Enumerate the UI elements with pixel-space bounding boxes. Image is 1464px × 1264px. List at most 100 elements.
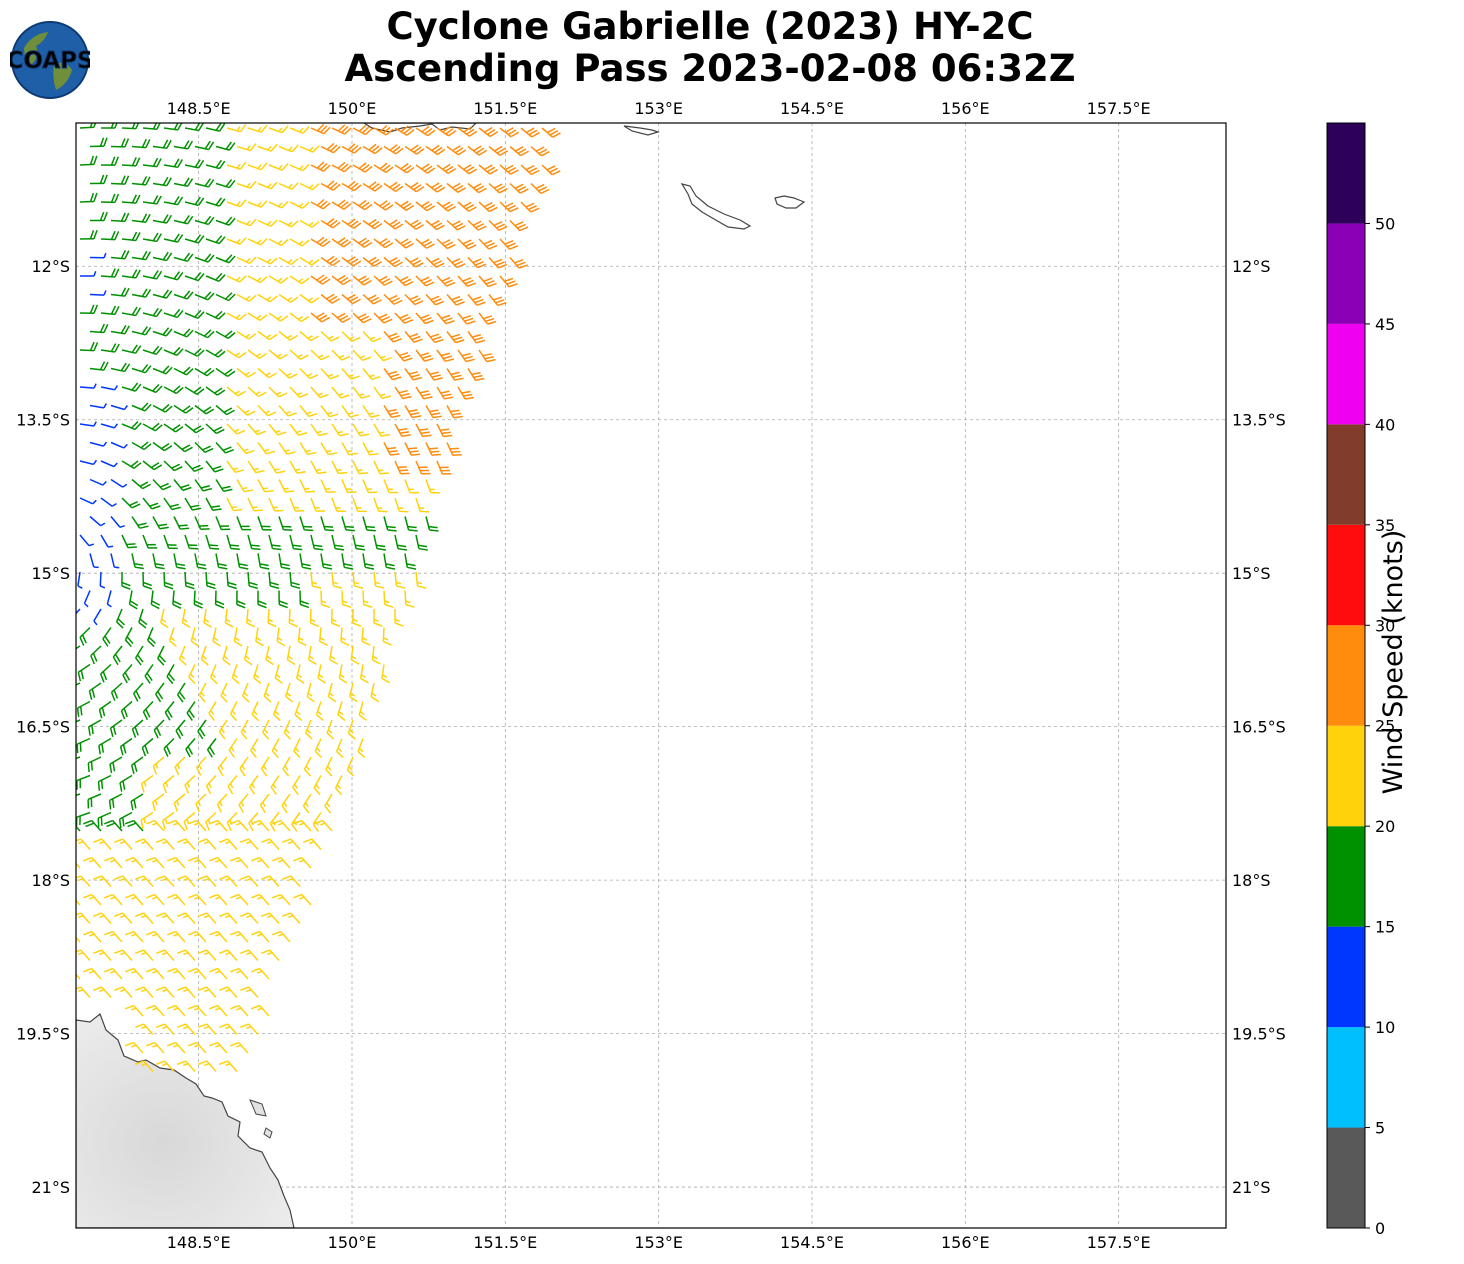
wind-barb <box>251 701 259 722</box>
wind-barb <box>200 645 209 666</box>
wind-barb <box>394 423 411 437</box>
wind-barb <box>205 349 226 358</box>
wind-barb <box>100 123 118 129</box>
wind-barb <box>205 235 226 245</box>
wind-barb <box>415 125 436 137</box>
wind-barb <box>140 811 154 829</box>
wind-barb <box>226 199 247 208</box>
wind-barb <box>446 294 465 306</box>
wind-barb <box>167 819 186 832</box>
wind-barb <box>236 180 257 189</box>
wind-barb <box>257 293 278 303</box>
wind-barb <box>163 158 183 168</box>
wind-barb <box>236 218 257 227</box>
wind-barb <box>394 312 414 324</box>
wind-barb <box>173 441 193 453</box>
wind-barb <box>131 213 151 223</box>
wind-barb <box>163 497 181 511</box>
wind-barb <box>226 386 247 397</box>
wind-barb <box>184 234 205 244</box>
wind-barb <box>230 856 249 869</box>
wind-barb <box>173 290 194 300</box>
wind-barb <box>362 405 380 418</box>
wind-barb <box>208 701 217 722</box>
wind-barb <box>446 219 466 231</box>
wind-barb <box>218 719 228 740</box>
wind-barb <box>383 368 402 381</box>
wind-barb <box>146 930 165 943</box>
wind-barb <box>404 405 422 419</box>
wind-barb <box>90 645 102 665</box>
wind-barb <box>125 1004 144 1017</box>
wind-barb <box>278 442 296 455</box>
wind-barb <box>79 421 97 427</box>
wind-barb <box>125 967 144 980</box>
wind-barb <box>331 237 352 248</box>
wind-barb <box>205 497 222 512</box>
wind-barb <box>320 442 338 456</box>
wind-barb <box>320 553 333 570</box>
wind-barb <box>236 553 249 570</box>
wind-barb <box>196 756 207 776</box>
lat-tick-label: 15°S <box>1232 564 1271 583</box>
wind-barb <box>177 912 196 924</box>
wind-barb <box>341 368 360 380</box>
wind-barb <box>114 912 133 924</box>
wind-barb <box>383 219 404 230</box>
wind-barb <box>230 930 249 943</box>
lon-tick-label: 150°E <box>328 1233 377 1252</box>
wind-barb <box>236 590 246 609</box>
wind-barb <box>352 199 373 211</box>
wind-barb <box>226 312 247 321</box>
wind-barb <box>373 423 391 437</box>
wind-barb <box>425 516 439 532</box>
wind-barb <box>142 195 162 205</box>
wind-barb <box>268 497 284 512</box>
wind-barb <box>457 275 477 288</box>
wind-barb <box>370 682 380 703</box>
wind-barb <box>341 590 352 609</box>
wind-barb <box>394 386 412 400</box>
wind-barb <box>331 534 345 551</box>
wind-barb <box>93 986 112 998</box>
wind-barb <box>142 345 163 356</box>
wind-barb <box>173 553 186 570</box>
wind-barb <box>436 423 453 438</box>
wind-barb <box>457 201 477 212</box>
wind-barb <box>478 275 497 288</box>
wind-barb <box>131 402 152 412</box>
wind-barb <box>76 949 91 961</box>
wind-barb <box>341 405 359 418</box>
wind-barb <box>79 341 99 352</box>
wind-barb <box>362 368 381 381</box>
wind-barb <box>520 201 540 213</box>
wind-barb <box>153 719 165 739</box>
wind-barb <box>425 479 440 494</box>
wind-barb <box>195 793 207 813</box>
wind-barb <box>167 1041 186 1054</box>
wind-barb <box>271 738 280 759</box>
wind-barb <box>394 163 415 174</box>
wind-barb <box>135 912 154 924</box>
wind-barb <box>89 211 108 222</box>
wind-barb <box>146 893 165 906</box>
australia-land <box>76 1013 295 1228</box>
map-frame <box>75 122 1227 1229</box>
wind-barb <box>120 700 133 720</box>
wind-barb <box>327 682 337 703</box>
wind-barb <box>205 386 226 396</box>
wind-barb <box>247 200 268 208</box>
wind-barb <box>247 124 268 133</box>
wind-barb <box>152 327 173 337</box>
wind-barb <box>478 238 498 250</box>
wind-barb <box>373 237 394 249</box>
wind-barb <box>193 590 204 609</box>
wind-barb <box>415 423 432 438</box>
wind-barb <box>121 194 141 204</box>
wind-barb <box>436 275 456 287</box>
wind-barb <box>293 738 301 759</box>
wind-barb <box>373 312 393 324</box>
wind-barb <box>404 553 417 570</box>
wind-barb <box>152 365 173 375</box>
lon-tick-label: 156°E <box>941 1233 990 1252</box>
